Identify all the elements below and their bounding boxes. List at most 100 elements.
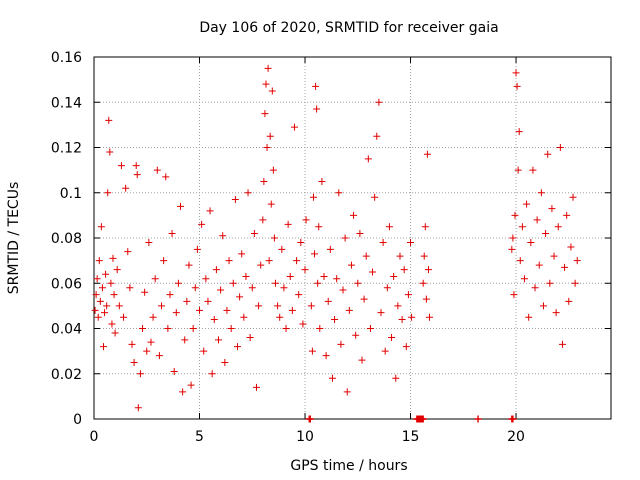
data-point <box>301 266 309 274</box>
data-points <box>91 64 581 423</box>
data-point <box>102 270 110 278</box>
data-point <box>314 279 322 287</box>
data-point <box>375 98 383 106</box>
data-point <box>219 232 227 240</box>
data-point <box>419 279 427 287</box>
data-point <box>318 177 326 185</box>
data-point <box>302 216 310 224</box>
data-point <box>215 336 223 344</box>
data-point <box>537 189 545 197</box>
y-tick-label: 0 <box>73 412 82 428</box>
data-point <box>212 266 220 274</box>
data-point <box>512 69 520 77</box>
data-point <box>315 223 323 231</box>
data-point <box>95 257 103 265</box>
data-point <box>250 229 258 237</box>
data-point <box>426 313 434 321</box>
data-point <box>362 252 370 260</box>
data-point <box>404 291 412 299</box>
data-point <box>143 347 151 355</box>
data-point <box>366 325 374 332</box>
y-tick-label: 0.06 <box>51 276 82 292</box>
data-point <box>257 261 265 269</box>
data-point <box>373 132 381 140</box>
data-point <box>134 404 142 412</box>
data-point <box>371 193 379 201</box>
data-point <box>331 315 339 323</box>
data-point <box>546 279 554 287</box>
data-point <box>345 306 353 314</box>
data-point <box>328 374 336 382</box>
data-point <box>223 306 231 314</box>
data-point <box>271 279 279 287</box>
data-point <box>94 313 102 321</box>
data-point <box>110 291 118 299</box>
data-point <box>262 80 270 88</box>
data-point <box>561 263 569 271</box>
data-point <box>316 325 324 332</box>
data-point <box>550 252 558 260</box>
data-point <box>155 352 163 360</box>
data-point <box>356 229 364 237</box>
data-point <box>529 166 537 174</box>
data-point <box>162 173 170 181</box>
data-point <box>350 211 358 219</box>
data-point <box>99 343 107 351</box>
data-point <box>145 239 153 247</box>
data-point <box>280 284 288 292</box>
data-point <box>515 128 523 136</box>
data-point <box>299 320 307 328</box>
data-point <box>259 216 267 224</box>
data-point <box>177 202 185 210</box>
data-point <box>421 223 429 231</box>
data-point <box>270 234 278 242</box>
data-point <box>133 171 141 179</box>
data-point <box>153 166 161 174</box>
data-point <box>265 257 273 265</box>
data-point <box>91 306 99 314</box>
data-point <box>556 144 564 151</box>
data-point <box>189 325 197 332</box>
data-point <box>242 272 250 280</box>
data-point <box>544 150 552 158</box>
data-point <box>341 234 349 242</box>
data-point <box>115 302 123 310</box>
data-point <box>128 340 136 348</box>
data-point <box>117 162 125 170</box>
zero-marker <box>474 415 482 423</box>
data-point <box>565 297 573 305</box>
data-point <box>290 123 298 131</box>
data-point <box>261 110 269 118</box>
data-point <box>183 297 191 305</box>
data-point <box>111 329 119 337</box>
data-point <box>533 216 541 224</box>
data-point <box>567 243 575 251</box>
data-point <box>509 234 517 242</box>
data-point <box>293 257 301 265</box>
data-point <box>377 309 385 317</box>
data-point <box>335 189 343 197</box>
data-point <box>508 245 516 253</box>
data-point <box>558 340 566 348</box>
data-point <box>198 220 206 228</box>
data-point <box>240 313 248 321</box>
data-point <box>542 229 550 237</box>
data-point <box>160 257 168 265</box>
data-point <box>520 275 528 283</box>
data-point <box>527 239 535 247</box>
data-point <box>295 291 303 299</box>
data-point <box>513 82 521 90</box>
data-point <box>264 64 272 72</box>
data-point <box>105 116 113 124</box>
data-point <box>343 388 351 396</box>
data-point <box>274 302 282 310</box>
data-point <box>164 325 172 332</box>
zero-marker <box>509 415 517 423</box>
data-point <box>571 279 579 287</box>
data-point <box>233 343 241 351</box>
data-point <box>260 177 268 185</box>
data-point <box>525 313 533 321</box>
data-point <box>208 370 216 378</box>
data-point <box>390 272 398 280</box>
data-point <box>103 302 111 310</box>
